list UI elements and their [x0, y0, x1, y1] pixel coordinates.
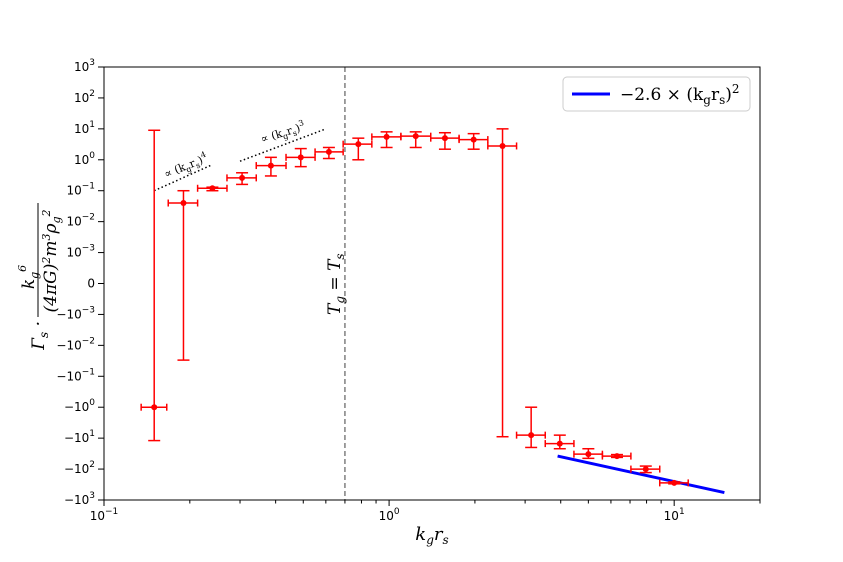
y-tick-label: 102 — [74, 89, 95, 105]
annotation-line-k3 — [239, 128, 327, 162]
y-axis-label: Γs · kg6 (4πG)2m3ρg2 — [16, 203, 63, 351]
data-marker — [267, 162, 274, 169]
data-point-18 — [659, 479, 689, 487]
data-point-0 — [140, 129, 168, 442]
fit-line — [557, 454, 725, 495]
data-marker — [355, 141, 362, 148]
annotation-line-k4 — [153, 163, 213, 192]
data-point-11 — [458, 132, 489, 150]
data-point-14 — [544, 434, 575, 450]
data-marker — [499, 142, 506, 149]
data-marker — [412, 133, 419, 140]
vline-label: Tg = Ts — [325, 253, 347, 315]
y-tick-label: −103 — [64, 491, 95, 507]
data-point-3 — [226, 172, 257, 186]
y-tick-label: −10−2 — [56, 336, 95, 352]
y-tick-label: 10−2 — [66, 213, 95, 229]
legend: −2.6 × (kgrs)2 — [562, 76, 751, 112]
data-point-12 — [487, 128, 518, 438]
data-point-4 — [255, 156, 287, 177]
y-tick-label: 101 — [74, 120, 95, 136]
data-point-6 — [314, 146, 344, 160]
data-marker — [613, 453, 620, 460]
y-tick-label: −101 — [64, 429, 95, 445]
data-point-1 — [167, 189, 199, 361]
data-marker — [239, 174, 246, 181]
y-tick-label: 10−1 — [66, 182, 95, 198]
data-marker — [297, 154, 304, 161]
data-point-2 — [196, 184, 228, 192]
data-point-13 — [515, 406, 547, 449]
data-point-5 — [285, 147, 316, 168]
data-point-8 — [371, 131, 402, 149]
x-axis-label: kgrs — [415, 524, 448, 547]
x-tick-label: 10−1 — [90, 507, 119, 523]
y-tick-label: −10−1 — [56, 367, 95, 383]
data-marker — [671, 479, 678, 486]
data-marker — [585, 451, 592, 458]
data-point-10 — [429, 131, 460, 150]
data-marker — [325, 148, 332, 155]
y-tick-label: 103 — [74, 58, 95, 74]
y-tick-label: 100 — [74, 151, 95, 167]
data-marker — [180, 200, 187, 207]
svg-text:kg6: kg6 — [16, 265, 41, 289]
plot-frame — [103, 66, 761, 501]
x-tick-label: 100 — [379, 507, 400, 523]
data-marker — [441, 135, 448, 142]
y-tick-label: −100 — [64, 398, 95, 414]
svg-text:Γs ·: Γs · — [29, 321, 51, 351]
y-tick-label: 0 — [87, 277, 95, 291]
y-tick-label: −10−3 — [56, 305, 95, 321]
data-marker — [151, 404, 158, 411]
data-marker — [642, 466, 649, 473]
plot-area — [104, 67, 760, 500]
data-point-17 — [630, 465, 661, 474]
y-tick-label: 10−3 — [66, 244, 95, 260]
x-tick-label: 101 — [664, 507, 685, 523]
data-marker — [528, 432, 535, 439]
y-tick-label: −102 — [64, 460, 95, 476]
data-point-16 — [601, 452, 632, 460]
data-marker — [383, 133, 390, 140]
data-marker — [470, 136, 477, 143]
data-point-7 — [342, 137, 373, 161]
data-marker — [209, 185, 216, 192]
data-marker — [556, 440, 563, 447]
svg-text:(4πG)2m3ρg2: (4πG)2m3ρg2 — [40, 209, 63, 312]
data-point-15 — [573, 447, 604, 460]
